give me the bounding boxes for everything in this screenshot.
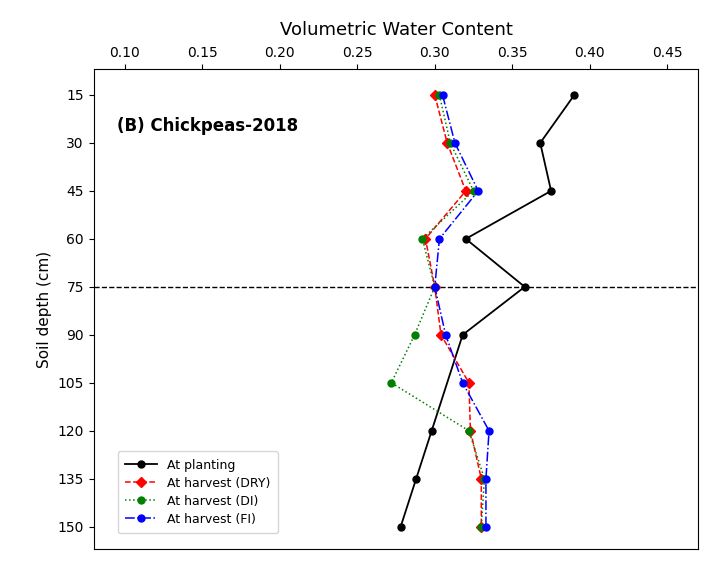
At harvest (FI) — [482, 523, 490, 530]
Y-axis label: Soil depth (cm): Soil depth (cm) — [37, 251, 52, 368]
Legend: At planting, At harvest (DRY), At harvest (DI), At harvest (FI): At planting, At harvest (DRY), At harves… — [118, 451, 278, 533]
At harvest (FI) — [431, 283, 439, 290]
At harvest (DRY) — [466, 427, 474, 434]
At planting — [521, 283, 529, 290]
At harvest (DRY) — [464, 379, 473, 386]
At planting — [462, 235, 470, 242]
At planting — [428, 427, 436, 434]
At harvest (DRY) — [421, 235, 430, 242]
At harvest (DI) — [431, 283, 439, 290]
At harvest (DI) — [480, 475, 489, 482]
At harvest (DI) — [477, 523, 485, 530]
At planting — [396, 523, 405, 530]
At harvest (DI) — [464, 427, 473, 434]
At harvest (DI) — [446, 139, 454, 146]
At harvest (FI) — [441, 331, 450, 338]
At planting — [412, 475, 420, 482]
At planting — [536, 139, 544, 146]
At harvest (DRY) — [436, 331, 445, 338]
At harvest (DI) — [469, 187, 478, 194]
At harvest (DRY) — [462, 187, 470, 194]
Line: At harvest (FI): At harvest (FI) — [431, 91, 492, 530]
At harvest (FI) — [485, 427, 493, 434]
Line: At planting: At planting — [397, 91, 578, 530]
Title: Volumetric Water Content: Volumetric Water Content — [279, 21, 513, 39]
At harvest (DRY) — [477, 475, 485, 482]
Line: At harvest (DI): At harvest (DI) — [388, 91, 488, 530]
At planting — [546, 187, 555, 194]
At harvest (DRY) — [477, 523, 485, 530]
At planting — [459, 331, 467, 338]
At harvest (DRY) — [431, 91, 439, 98]
At harvest (DI) — [418, 235, 427, 242]
At harvest (DI) — [435, 91, 444, 98]
At harvest (FI) — [482, 475, 490, 482]
At planting — [570, 91, 579, 98]
At harvest (FI) — [435, 235, 444, 242]
At harvest (FI) — [474, 187, 482, 194]
At harvest (DI) — [387, 379, 396, 386]
At harvest (DRY) — [443, 139, 451, 146]
At harvest (DRY) — [431, 283, 439, 290]
At harvest (DI) — [410, 331, 419, 338]
Line: At harvest (DRY): At harvest (DRY) — [422, 91, 485, 530]
At harvest (FI) — [451, 139, 459, 146]
At harvest (FI) — [459, 379, 467, 386]
At harvest (FI) — [438, 91, 447, 98]
Text: (B) Chickpeas-2018: (B) Chickpeas-2018 — [117, 117, 298, 135]
